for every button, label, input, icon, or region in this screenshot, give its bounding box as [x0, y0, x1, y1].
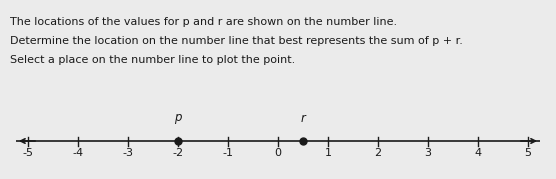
Text: -4: -4 — [72, 149, 83, 158]
Text: 3: 3 — [424, 149, 431, 158]
Text: p: p — [174, 112, 182, 125]
Text: -2: -2 — [172, 149, 183, 158]
Text: 1: 1 — [325, 149, 331, 158]
Text: 0: 0 — [275, 149, 281, 158]
Text: 5: 5 — [524, 149, 532, 158]
Text: 2: 2 — [374, 149, 381, 158]
Text: Select a place on the number line to plot the point.: Select a place on the number line to plo… — [10, 55, 295, 65]
Text: Determine the location on the number line that best represents the sum of p + r.: Determine the location on the number lin… — [10, 36, 463, 46]
Text: 4: 4 — [474, 149, 481, 158]
Text: -3: -3 — [122, 149, 133, 158]
Text: r: r — [301, 112, 305, 125]
Text: -1: -1 — [222, 149, 234, 158]
Text: The locations of the values for p and r are shown on the number line.: The locations of the values for p and r … — [10, 17, 397, 27]
Text: -5: -5 — [22, 149, 33, 158]
